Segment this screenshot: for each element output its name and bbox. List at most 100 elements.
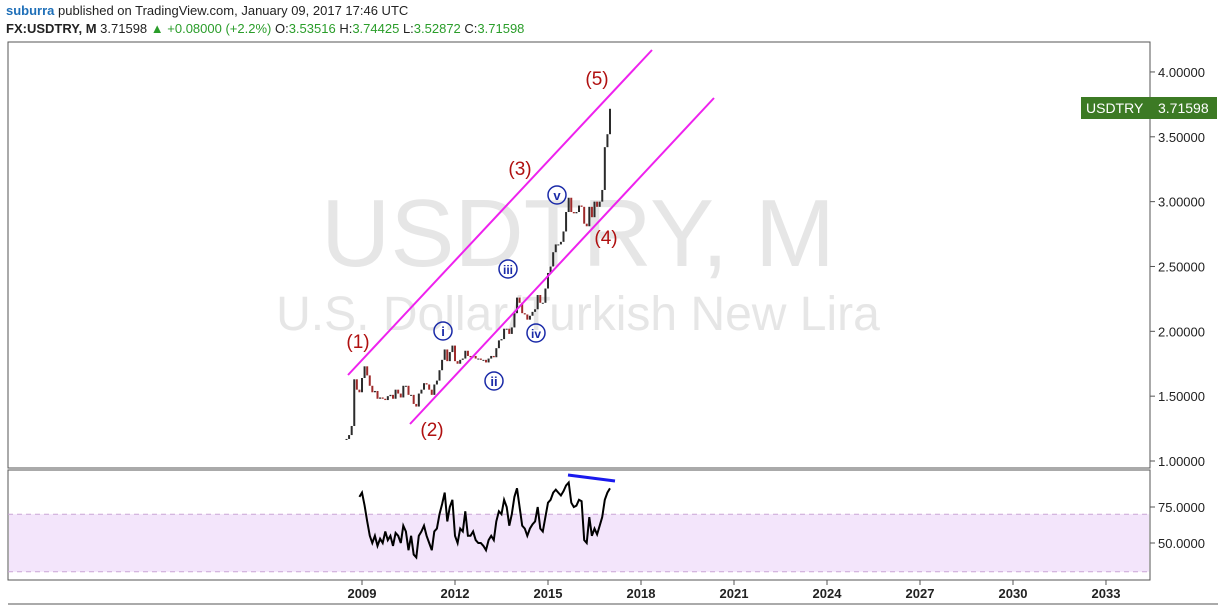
wave-label: (4): [594, 228, 617, 249]
candle: [466, 350, 469, 356]
candle: [433, 384, 436, 395]
wave-label: (2): [420, 420, 443, 441]
candle: [608, 108, 611, 135]
candle: [474, 355, 477, 359]
price-tag-symbol: USDTRY: [1086, 100, 1144, 116]
price-tag: [1081, 97, 1217, 119]
candle: [523, 313, 526, 315]
candle: [578, 205, 580, 213]
candle: [407, 385, 410, 395]
wave-label: ii: [490, 374, 497, 389]
ohlc-value: 3.74425: [352, 21, 400, 36]
candle: [438, 370, 441, 381]
candle: [464, 350, 467, 359]
candle: [394, 389, 397, 399]
candle: [448, 352, 451, 362]
candle: [479, 358, 482, 360]
candle: [508, 328, 511, 334]
candle: [482, 359, 485, 361]
ohlc-value: 3.52872: [413, 21, 461, 36]
watermark-symbol: USDTRY, M: [321, 180, 835, 287]
candle: [565, 212, 568, 232]
candle: [601, 189, 604, 202]
price-pane: [7, 41, 1151, 469]
candle: [443, 349, 446, 360]
channel-lower: [409, 97, 715, 425]
candle: [469, 355, 472, 358]
rsi-band: [9, 514, 1149, 572]
candle: [423, 383, 426, 390]
candle: [456, 361, 459, 364]
candle: [348, 435, 351, 439]
wave-label: iii: [503, 263, 513, 277]
candle: [513, 313, 516, 328]
candle: [404, 385, 407, 387]
candle: [603, 147, 606, 190]
candle: [554, 244, 557, 253]
wave-circle: [547, 185, 567, 205]
wave-label: (1): [346, 332, 369, 353]
candle: [492, 355, 495, 358]
wave-circle: [433, 321, 453, 341]
ohlc: O:3.53516 H:3.74425 L:3.52872 C:3.71598: [275, 21, 524, 36]
candle: [451, 345, 454, 353]
x-tick-label: 2012: [441, 586, 470, 601]
candle: [490, 355, 493, 359]
candle: [583, 206, 586, 224]
candle: [399, 393, 402, 398]
candle: [580, 205, 583, 207]
wave-label: i: [441, 324, 445, 339]
ohlc-label: L:: [402, 21, 414, 36]
y-tick-label: 3.00000: [1158, 195, 1205, 210]
candle: [371, 385, 374, 393]
candle: [363, 366, 366, 379]
x-tick-label: 2030: [999, 586, 1028, 601]
candle: [435, 380, 438, 385]
candle: [373, 390, 376, 393]
candle: [596, 201, 599, 207]
watermark-name: U.S. Dollar/Turkish New Lira: [276, 288, 880, 341]
y-tick-label: 2.00000: [1158, 324, 1205, 339]
ohlc-value: 3.53516: [288, 21, 336, 36]
candle: [585, 223, 588, 227]
candle: [366, 366, 369, 376]
candle: [570, 197, 573, 213]
change: ▲ +0.08000 (+2.2%): [150, 21, 272, 36]
symbol-line: FX:USDTRY, M 3.71598 ▲ +0.08000 (+2.2%) …: [6, 21, 524, 36]
candle: [461, 358, 464, 360]
candle: [541, 302, 544, 304]
candle: [415, 403, 418, 407]
candle: [389, 394, 392, 397]
candle: [526, 314, 529, 320]
candle: [557, 244, 560, 246]
publish-line: suburra published on TradingView.com, Ja…: [6, 3, 408, 18]
candle: [531, 311, 534, 316]
ohlc-value: 3.71598: [477, 21, 525, 36]
x-tick-label: 2018: [627, 586, 656, 601]
x-tick-label: 2027: [906, 586, 935, 601]
candle: [598, 201, 601, 207]
ohlc-label: O:: [274, 21, 289, 36]
candle: [345, 438, 348, 440]
candle: [381, 397, 384, 399]
candle: [518, 297, 521, 303]
candle: [505, 328, 508, 330]
last: 3.71598: [100, 21, 148, 36]
candle: [559, 241, 562, 245]
wave-circle: [498, 259, 518, 279]
rsi-line: [358, 480, 611, 560]
candle: [590, 206, 593, 218]
candle: [361, 378, 364, 393]
candle: [572, 212, 575, 214]
wave-label: (3): [508, 159, 531, 180]
candle: [528, 315, 531, 320]
y-tick-label: 1.00000: [1158, 454, 1205, 469]
user: suburra: [6, 3, 55, 18]
x-tick-label: 2015: [534, 586, 563, 601]
candle: [425, 383, 428, 385]
candle: [430, 389, 433, 395]
candle: [516, 297, 519, 314]
candle: [567, 197, 570, 213]
